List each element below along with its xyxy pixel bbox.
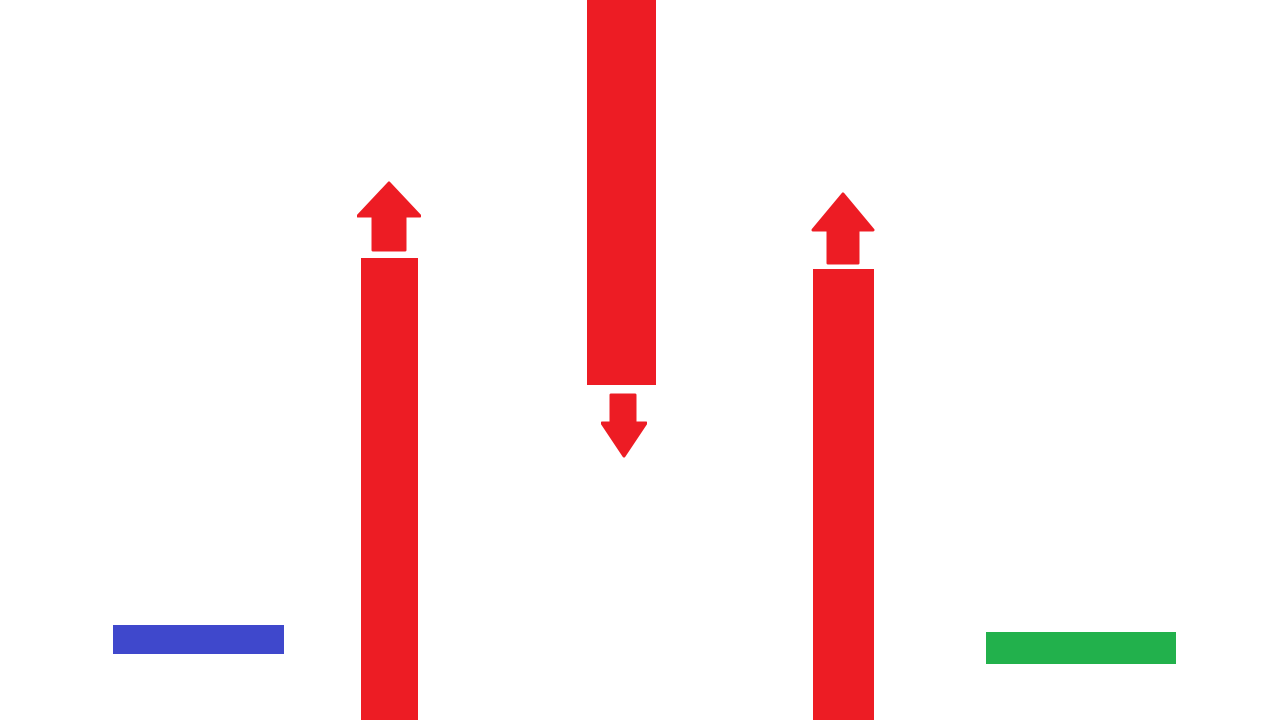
moving-pillar-right xyxy=(813,269,874,720)
arrow-down-icon xyxy=(601,393,647,458)
arrow-up-icon xyxy=(811,192,875,265)
moving-pillar-center xyxy=(587,0,656,385)
moving-pillar-left xyxy=(361,258,418,720)
goal-platform xyxy=(986,632,1176,664)
start-platform xyxy=(113,625,284,654)
arrow-up-icon xyxy=(357,181,421,252)
